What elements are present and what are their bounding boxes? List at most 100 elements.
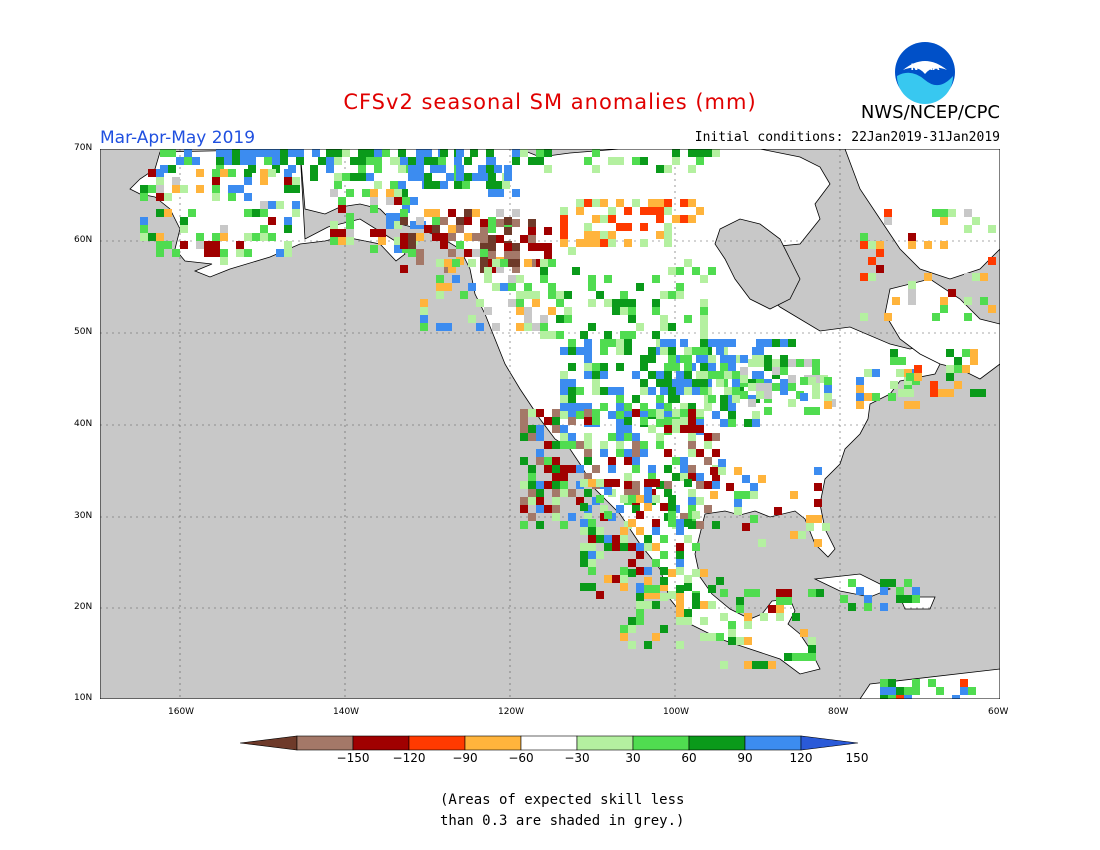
anomaly-cell [700, 569, 708, 577]
anomaly-cell [668, 387, 676, 395]
anomaly-cell [676, 283, 684, 291]
anomaly-cell [484, 267, 492, 275]
anomaly-cell [640, 417, 648, 425]
anomaly-cell [600, 403, 608, 411]
anomaly-cell [330, 237, 338, 245]
anomaly-cell [764, 383, 772, 391]
anomaly-cell [700, 275, 708, 283]
anomaly-cell [664, 223, 672, 231]
anomaly-cell [362, 189, 370, 197]
anomaly-cell [876, 281, 884, 289]
anomaly-cell [660, 503, 668, 511]
anomaly-cell [512, 265, 520, 273]
anomaly-cell [472, 173, 480, 181]
anomaly-cell [454, 181, 462, 189]
anomaly-cell [260, 169, 268, 177]
anomaly-cell [684, 259, 692, 267]
anomaly-cell [970, 349, 978, 357]
anomaly-cell [576, 387, 584, 395]
anomaly-cell [700, 601, 708, 609]
anomaly-cell [584, 489, 592, 497]
anomaly-cell [400, 189, 408, 197]
anomaly-cell [492, 259, 500, 267]
anomaly-cell [940, 241, 948, 249]
anomaly-cell [932, 209, 940, 217]
anomaly-cell [540, 315, 548, 323]
latitude-label: 30N [74, 511, 93, 521]
anomaly-cell [408, 157, 416, 165]
anomaly-cell [864, 603, 872, 611]
anomaly-cell [552, 441, 560, 449]
anomaly-cell [528, 513, 536, 521]
anomaly-cell [536, 497, 544, 505]
anomaly-cell [964, 209, 972, 217]
anomaly-cell [212, 241, 220, 249]
anomaly-cell [980, 273, 988, 281]
anomaly-cell [716, 371, 724, 379]
anomaly-cell [600, 449, 608, 457]
anomaly-cell [236, 249, 244, 257]
anomaly-cell [664, 411, 672, 419]
longitude-label: 140W [333, 707, 360, 717]
anomaly-cell [140, 185, 148, 193]
anomaly-cell [744, 613, 752, 621]
anomaly-cell [516, 275, 524, 283]
anomaly-cell [696, 157, 704, 165]
anomaly-cell [640, 207, 648, 215]
anomaly-cell [628, 331, 636, 339]
anomaly-cell [620, 307, 628, 315]
anomaly-cell [758, 475, 766, 483]
anomaly-cell [780, 379, 788, 387]
anomaly-cell [620, 527, 628, 535]
anomaly-cell [704, 481, 712, 489]
colorbar-segment [464, 735, 522, 751]
anomaly-cell [432, 225, 440, 233]
anomaly-cell [236, 241, 244, 249]
anomaly-cell [860, 241, 868, 249]
anomaly-cell [448, 249, 456, 257]
anomaly-cell [568, 489, 576, 497]
anomaly-cell [160, 149, 168, 157]
anomaly-cell [228, 169, 236, 177]
anomaly-cell [370, 229, 378, 237]
anomaly-cell [728, 419, 736, 427]
anomaly-cell [656, 165, 664, 173]
anomaly-cell [588, 323, 596, 331]
anomaly-cell [354, 245, 362, 253]
anomaly-cell [440, 241, 448, 249]
anomaly-cell [644, 503, 652, 511]
anomaly-cell [904, 401, 912, 409]
anomaly-cell [212, 249, 220, 257]
anomaly-cell [164, 241, 172, 249]
anomaly-cell [724, 387, 732, 395]
anomaly-cell [416, 257, 424, 265]
anomaly-cell [660, 339, 668, 347]
anomaly-cell [350, 173, 358, 181]
anomaly-cell [168, 149, 176, 157]
anomaly-cell [664, 207, 672, 215]
anomaly-cell [528, 465, 536, 473]
anomaly-cell [580, 503, 588, 511]
anomaly-cell [972, 217, 980, 225]
anomaly-cell [374, 165, 382, 173]
anomaly-cell [656, 403, 664, 411]
anomaly-cell [640, 449, 648, 457]
anomaly-cell [860, 273, 868, 281]
anomaly-cell [456, 241, 464, 249]
anomaly-cell [536, 521, 544, 529]
anomaly-cell [524, 291, 532, 299]
anomaly-cell [700, 379, 708, 387]
anomaly-cell [628, 617, 636, 625]
anomaly-cell [816, 589, 824, 597]
anomaly-cell [628, 307, 636, 315]
anomaly-cell [632, 489, 640, 497]
anomaly-cell [880, 695, 888, 699]
anomaly-cell [536, 409, 544, 417]
anomaly-cell [604, 543, 612, 551]
anomaly-cell [616, 199, 624, 207]
anomaly-cell [612, 299, 620, 307]
anomaly-cell [724, 371, 732, 379]
anomaly-cell [536, 505, 544, 513]
anomaly-cell [904, 687, 912, 695]
anomaly-cell [700, 363, 708, 371]
